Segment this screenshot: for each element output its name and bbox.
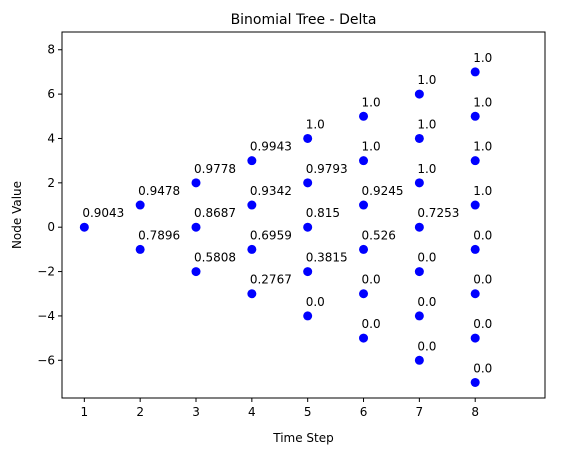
data-label: 1.0 (362, 140, 381, 154)
data-label: 0.3815 (306, 251, 348, 265)
x-tick-label: 5 (304, 405, 312, 419)
data-label: 0.0 (362, 273, 381, 287)
data-labels: 0.9043 0.9478 0.7896 0.9778 0.8687 0.5808 0.99… (82, 51, 492, 376)
data-point (303, 178, 313, 188)
y-tick-label: −4 (37, 309, 55, 323)
data-label: 0.526 (362, 228, 396, 242)
data-point (414, 355, 424, 365)
data-point (247, 200, 257, 210)
data-point (79, 222, 89, 232)
data-point (414, 89, 424, 99)
data-point (414, 311, 424, 321)
data-point (191, 178, 201, 188)
data-point (303, 133, 313, 143)
data-point (303, 311, 313, 321)
data-label: 1.0 (417, 162, 436, 176)
data-label: 0.0 (473, 317, 492, 331)
data-label: 0.0 (362, 317, 381, 331)
y-tick-label: 0 (47, 220, 55, 234)
y-tick-label: −6 (37, 353, 55, 367)
y-tick-label: −2 (37, 265, 55, 279)
data-point (359, 111, 369, 121)
data-label: 0.7896 (138, 228, 180, 242)
data-label: 0.9043 (82, 206, 124, 220)
data-label: 0.0 (417, 295, 436, 309)
data-point (414, 133, 424, 143)
data-point (359, 244, 369, 254)
data-point (470, 377, 480, 387)
plot-frame (61, 31, 546, 399)
data-point (470, 111, 480, 121)
data-label: 1.0 (473, 140, 492, 154)
data-label: 1.0 (417, 73, 436, 87)
y-tick-label: 8 (47, 43, 55, 57)
data-point (470, 289, 480, 299)
data-label: 1.0 (473, 184, 492, 198)
data-label: 0.0 (473, 228, 492, 242)
data-label: 0.0 (473, 361, 492, 375)
data-label: 0.9478 (138, 184, 180, 198)
y-tick-label: 6 (47, 87, 55, 101)
data-point (414, 267, 424, 277)
data-points (79, 67, 480, 387)
data-point (359, 289, 369, 299)
data-point (414, 222, 424, 232)
data-point (135, 200, 145, 210)
data-point (247, 156, 257, 166)
data-point (303, 222, 313, 232)
data-label: 1.0 (417, 117, 436, 131)
data-point (191, 222, 201, 232)
data-label: 0.5808 (194, 251, 236, 265)
data-label: 0.0 (417, 251, 436, 265)
data-point (359, 333, 369, 343)
x-tick-label: 3 (192, 405, 200, 419)
data-point (135, 244, 145, 254)
data-label: 0.2767 (250, 273, 292, 287)
data-label: 0.9245 (362, 184, 404, 198)
data-point (470, 333, 480, 343)
data-label: 1.0 (473, 51, 492, 65)
data-point (247, 289, 257, 299)
chart-title: Binomial Tree - Delta (231, 12, 377, 28)
data-label: 0.9342 (250, 184, 292, 198)
data-label: 0.9793 (306, 162, 348, 176)
data-label: 1.0 (473, 95, 492, 109)
data-point (359, 200, 369, 210)
data-label: 1.0 (306, 117, 325, 131)
y-tick-label: 4 (47, 131, 55, 145)
data-point (191, 267, 201, 277)
axis-ticks: 1 2 3 4 5 6 7 8 −6 −4 −2 0 2 4 6 8 (37, 43, 479, 419)
y-tick-label: 2 (47, 176, 55, 190)
data-point (470, 200, 480, 210)
data-point (414, 178, 424, 188)
x-tick-label: 8 (471, 405, 479, 419)
data-point (470, 67, 480, 77)
data-point (359, 156, 369, 166)
data-label: 0.9943 (250, 140, 292, 154)
data-label: 1.0 (362, 95, 381, 109)
data-point (470, 244, 480, 254)
x-tick-label: 1 (81, 405, 89, 419)
data-point (247, 244, 257, 254)
data-label: 0.6959 (250, 228, 292, 242)
data-label: 0.8687 (194, 206, 236, 220)
y-axis-label: Node Value (10, 181, 24, 249)
x-tick-label: 6 (360, 405, 368, 419)
data-label: 0.9778 (194, 162, 236, 176)
data-point (303, 267, 313, 277)
data-label: 0.0 (473, 273, 492, 287)
x-tick-label: 2 (136, 405, 144, 419)
data-point (470, 156, 480, 166)
data-label: 0.7253 (417, 206, 459, 220)
data-label: 0.0 (306, 295, 325, 309)
x-tick-label: 7 (416, 405, 424, 419)
data-label: 0.0 (417, 339, 436, 353)
x-tick-label: 4 (248, 405, 256, 419)
x-axis-label: Time Step (272, 431, 334, 445)
data-label: 0.815 (306, 206, 340, 220)
